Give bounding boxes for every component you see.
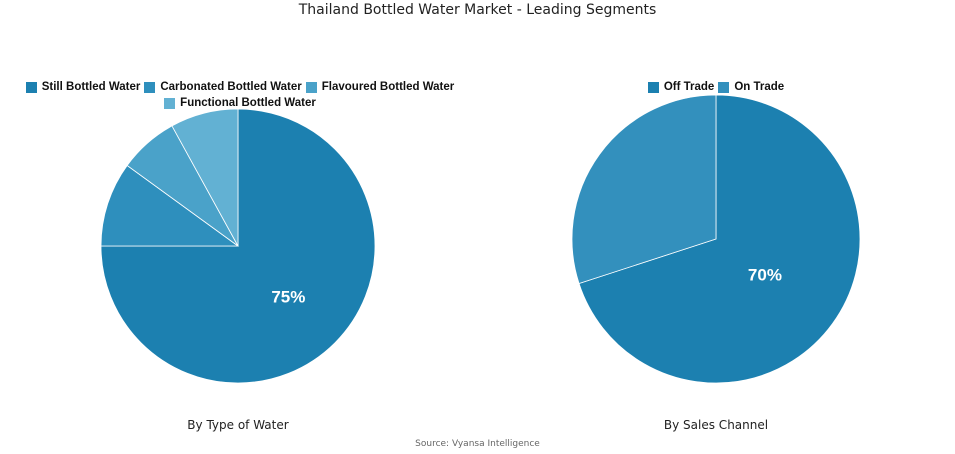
pie-slice-carbonated-bottled-water[interactable] xyxy=(100,164,240,247)
chart-subtitle-sales-channel: By Sales Channel xyxy=(663,418,769,432)
legend-swatch xyxy=(647,81,659,93)
legend-item-flavoured[interactable]: Flavoured Bottled Water xyxy=(305,79,455,95)
chart-title: Thailand Bottled Water Market - Leading … xyxy=(298,2,657,18)
chart-subtitle-type-of-water: By Type of Water xyxy=(187,418,289,432)
legend-swatch xyxy=(164,97,176,109)
legend-type-of-water: Still Bottled Water Carbonated Bottled W… xyxy=(20,79,460,111)
legend-swatch xyxy=(718,81,730,93)
pie-slice-functional-bottled-water[interactable] xyxy=(171,108,239,247)
legend-swatch xyxy=(25,81,37,93)
legend-item-functional[interactable]: Functional Bottled Water xyxy=(164,95,316,111)
legend-label: Carbonated Bottled Water xyxy=(160,81,302,93)
legend-row: Off Trade On Trade xyxy=(566,79,866,95)
legend-row: Still Bottled Water Carbonated Bottled W… xyxy=(20,79,460,95)
legend-swatch xyxy=(305,81,317,93)
legend-label: Still Bottled Water xyxy=(41,81,141,93)
pie-slice-still-bottled-water[interactable] xyxy=(100,108,376,384)
source-note: Source: Vyansa Intelligence xyxy=(415,439,540,449)
legend-label: Functional Bottled Water xyxy=(180,97,316,109)
legend-item-on-trade[interactable]: On Trade xyxy=(718,79,784,95)
legend-swatch xyxy=(144,81,156,93)
pie-data-label: 75% xyxy=(271,287,305,306)
legend-label: Off Trade xyxy=(663,81,715,93)
pie-slice-on-trade[interactable] xyxy=(571,94,717,285)
legend-item-still[interactable]: Still Bottled Water xyxy=(25,79,141,95)
legend-label: Flavoured Bottled Water xyxy=(321,81,455,93)
legend-item-carbonated[interactable]: Carbonated Bottled Water xyxy=(144,79,302,95)
legend-label: On Trade xyxy=(734,81,785,93)
pie-data-label: 70% xyxy=(748,266,782,285)
legend-sales-channel: Off Trade On Trade xyxy=(566,79,866,95)
legend-row: Functional Bottled Water xyxy=(20,95,460,111)
legend-item-off-trade[interactable]: Off Trade xyxy=(647,79,715,95)
pie-slice-off-trade[interactable] xyxy=(578,94,861,384)
